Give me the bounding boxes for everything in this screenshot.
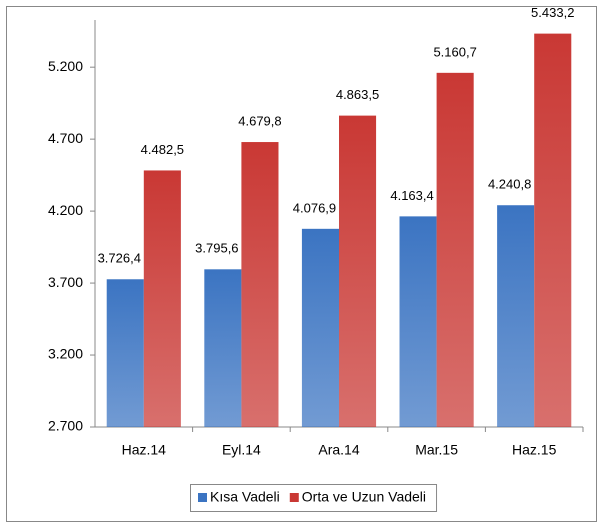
- value-label: 5.160,7: [433, 44, 476, 59]
- bar: [301, 228, 339, 427]
- legend-swatch: [198, 493, 207, 502]
- x-tick-label: Haz.14: [122, 442, 167, 458]
- bar: [106, 279, 144, 427]
- value-label: 4.076,9: [293, 200, 336, 215]
- legend-box: [190, 484, 438, 512]
- y-tick-label: 4.200: [48, 202, 83, 218]
- y-tick-label: 3.200: [48, 346, 83, 362]
- bar: [204, 269, 242, 427]
- value-label: 4.163,4: [390, 188, 433, 203]
- legend-swatch: [289, 493, 299, 502]
- value-label: 4.482,5: [141, 142, 184, 157]
- legend-label: Orta ve Uzun Vadeli: [302, 489, 426, 505]
- value-label: 4.240,8: [488, 177, 531, 192]
- value-label: 3.795,6: [195, 241, 238, 256]
- y-tick-label: 2.700: [48, 418, 83, 434]
- bar: [399, 216, 437, 427]
- value-label: 5.433,2: [531, 5, 574, 20]
- x-tick-label: Haz.15: [512, 442, 557, 458]
- y-tick-label: 4.700: [48, 130, 83, 146]
- value-label: 4.863,5: [336, 87, 379, 102]
- x-tick-label: Eyl.14: [222, 442, 261, 458]
- bar: [143, 170, 181, 427]
- x-tick-label: Ara.14: [318, 442, 359, 458]
- bar: [436, 72, 474, 427]
- y-tick-label: 3.700: [48, 274, 83, 290]
- legend: Kısa Vadeli Orta ve Uzun Vadeli: [190, 484, 438, 512]
- value-label: 3.726,4: [98, 251, 141, 266]
- bar: [534, 33, 572, 427]
- bar: [497, 205, 535, 427]
- value-label: 4.679,8: [238, 113, 281, 128]
- legend-label: Kısa Vadeli: [210, 489, 280, 505]
- bar: [339, 115, 377, 427]
- y-tick-label: 5.200: [48, 58, 83, 74]
- x-tick-label: Mar.15: [415, 442, 458, 458]
- bar: [241, 142, 279, 427]
